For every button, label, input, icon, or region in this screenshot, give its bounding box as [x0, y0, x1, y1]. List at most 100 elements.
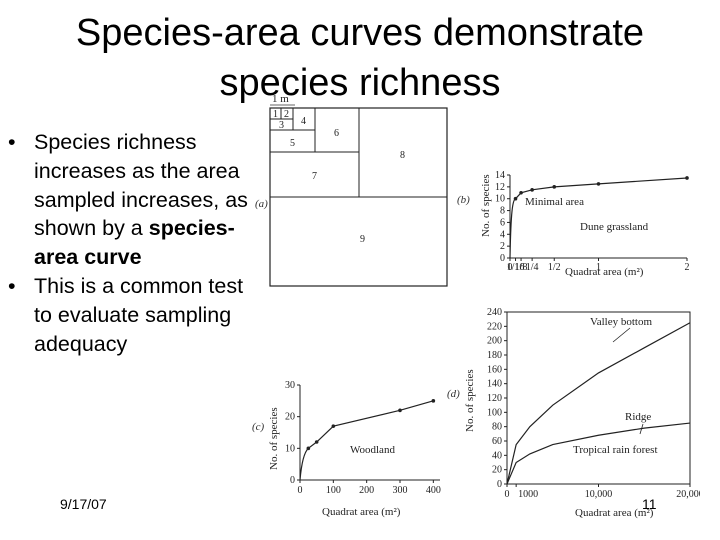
bullet-text: Species richness increases as the area s…	[34, 130, 248, 241]
bullet-list: • Species richness increases as the area…	[8, 128, 263, 358]
plot-area: 0 20 40 60 80 100 120 140 160 180 200 220 240 0 1000 10…	[487, 307, 700, 500]
y-tick-label: 8	[500, 206, 505, 217]
y-tick-label: 200	[487, 336, 502, 347]
x-axis-label: Quadrat area (m²)	[322, 506, 401, 518]
series-line-valley-bottom	[506, 322, 691, 485]
x-tick-label: 200	[359, 485, 374, 496]
quadrat-label: 8	[400, 150, 405, 161]
x-tick-label: 0	[505, 489, 510, 500]
data-point	[306, 446, 311, 451]
y-tick-label: 60	[492, 436, 502, 447]
y-tick-label: 160	[487, 364, 502, 375]
quadrat-label: 3	[279, 120, 284, 131]
figure-a-quadrats: 1 m 1 2 3 4 5 6 7 8 9 (a)	[255, 93, 448, 287]
title-line-2: species richness	[219, 62, 501, 104]
y-tick-label: 40	[492, 450, 502, 461]
y-tick-label: 220	[487, 321, 502, 332]
annotation-ridge: Ridge	[625, 411, 651, 423]
data-point	[398, 408, 402, 413]
x-tick-label: 1000	[518, 489, 538, 500]
bullet-mark: •	[8, 273, 16, 298]
x-tick-label: 100	[326, 485, 341, 496]
quadrat-label: 4	[301, 116, 306, 127]
bullet-item: • This is a common test to evaluate samp…	[8, 272, 263, 358]
y-tick-label: 20	[492, 465, 502, 476]
data-point	[331, 424, 336, 428]
quadrat-label: 1	[273, 109, 278, 120]
slide-date: 9/17/07	[60, 496, 107, 512]
annotation-leader	[612, 327, 631, 343]
panel-label: (c)	[252, 421, 265, 433]
y-tick-label: 30	[285, 380, 295, 391]
data-point	[685, 176, 689, 180]
x-tick-label: 1	[596, 262, 601, 273]
woodland-curve	[299, 400, 434, 481]
y-tick-label: 100	[487, 407, 502, 418]
bullet-mark: •	[8, 130, 16, 154]
annotation-dune-grassland: Dune grassland	[580, 221, 649, 233]
x-tick-label: 300	[393, 485, 408, 496]
y-tick-label: 0	[500, 253, 505, 264]
y-tick-label: 6	[500, 217, 505, 228]
panel-label: (d)	[447, 388, 460, 400]
quadrat-label: 6	[334, 128, 339, 139]
x-tick-label: 0	[508, 262, 513, 273]
y-tick-label: 12	[495, 182, 505, 193]
y-axis-label: No. of species	[268, 407, 280, 470]
y-axis-label: No. of species	[464, 369, 476, 432]
y-tick-label: 10	[495, 194, 505, 205]
bullet-bold-text: species-area curve	[34, 216, 235, 270]
annotation-tropical-rain-forest: Tropical rain forest	[573, 444, 658, 456]
x-tick-label: 2	[685, 262, 690, 273]
data-point	[596, 182, 601, 186]
y-tick-label: 120	[487, 393, 502, 404]
annotation-leader	[639, 423, 644, 435]
quadrat-label: 2	[284, 109, 289, 120]
panel-label: (b)	[457, 194, 470, 206]
data-point	[552, 185, 557, 189]
slide-title: Species-area curves demonstrate species …	[0, 8, 720, 108]
slide-page-number: 11	[642, 496, 657, 512]
y-tick-label: 240	[487, 307, 502, 318]
scale-label: 1 m	[272, 93, 289, 105]
figure-c-chart: (c) No. of species Quadrat area (m²) Woo…	[252, 380, 441, 518]
figure-b-chart: (b) No. of species Quadrat area (m²) Min…	[457, 170, 690, 278]
figure-d-chart: (d) No. of species Quadrat area (m²) Val…	[447, 307, 700, 519]
data-point	[519, 190, 523, 195]
x-tick-label: 1/2	[548, 262, 561, 273]
x-tick-label: 1/4	[526, 262, 539, 273]
annotation-woodland: Woodland	[350, 444, 395, 456]
data-point	[314, 440, 319, 444]
y-tick-label: 0	[290, 475, 295, 486]
x-tick-label: 400	[426, 485, 441, 496]
y-tick-label: 140	[487, 379, 502, 390]
y-tick-label: 80	[492, 422, 502, 433]
bullet-text: This is a common test to evaluate sampli…	[34, 273, 244, 356]
annotation-minimal-area: Minimal area	[525, 196, 584, 208]
x-tick-label: 20,000	[676, 489, 700, 500]
y-tick-label: 0	[497, 479, 502, 490]
series-line-ridge	[506, 422, 691, 485]
quadrat-label: 5	[290, 138, 295, 149]
data-point	[530, 188, 534, 192]
data-point	[431, 399, 436, 403]
x-tick-label: 10,000	[585, 489, 613, 500]
quadrat-label: 7	[312, 171, 317, 182]
dune-grassland-curve	[509, 177, 688, 259]
title-line-1: Species-area curves demonstrate	[75, 12, 645, 54]
y-tick-label: 180	[487, 350, 502, 361]
x-axis-label: Quadrat area (m²)	[575, 507, 654, 519]
y-tick-label: 10	[285, 443, 295, 454]
panel-label: (a)	[255, 198, 268, 210]
y-axis-label: No. of species	[480, 174, 492, 237]
data-point	[513, 196, 518, 201]
bullet-item: • Species richness increases as the area…	[8, 128, 263, 272]
quadrat-label: 9	[360, 234, 365, 245]
y-tick-label: 4	[500, 229, 505, 240]
x-tick-label: 1/16	[507, 262, 525, 273]
annotation-valley-bottom: Valley bottom	[590, 316, 652, 328]
y-tick-label: 20	[285, 412, 295, 423]
x-tick-label: 0	[298, 485, 303, 496]
